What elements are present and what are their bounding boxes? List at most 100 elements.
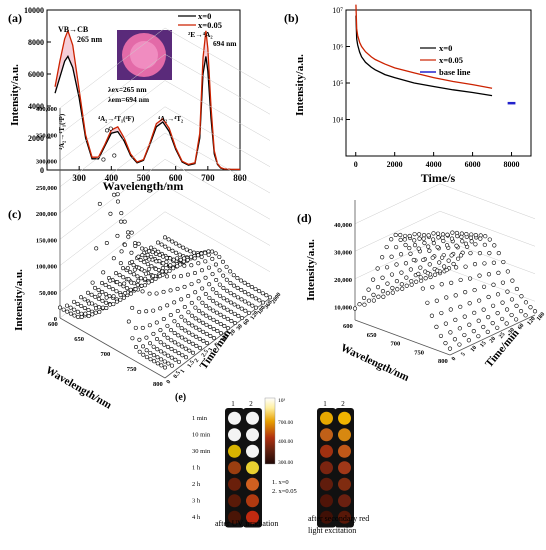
panel-a: (a) Intensity/a.u. Wavelength/nm 300 400 5…	[8, 6, 247, 193]
red-cell-x005	[338, 494, 351, 508]
panel-c-point	[72, 313, 77, 318]
panel-c-point	[108, 211, 113, 216]
panel-d-point	[504, 321, 509, 326]
col-header-red-2: 2	[341, 400, 345, 408]
panel-d-point	[432, 272, 438, 277]
panel-c-point	[194, 343, 199, 348]
panel-d-point	[421, 236, 426, 241]
panel-c-point	[204, 313, 209, 318]
panel-c-point	[57, 305, 62, 310]
panel-d-point	[385, 281, 390, 286]
panel-d-point	[417, 232, 422, 237]
panel-c-point	[180, 353, 185, 358]
legend-label-b-x0: x=0	[439, 43, 452, 53]
panel-d-point	[384, 244, 389, 250]
panel-c-point	[159, 363, 164, 368]
panel-c-point	[148, 357, 153, 362]
panel-c-xtick-label: 800	[153, 381, 163, 388]
panel-c-point	[118, 293, 123, 298]
panel-c-point	[210, 249, 215, 254]
red-cell-x0	[320, 494, 333, 508]
panel-d-point	[532, 309, 538, 314]
panel-c-axis	[164, 297, 271, 379]
red-cell-x0	[320, 477, 333, 491]
panel-c-point	[264, 293, 269, 298]
panel-c-point	[179, 314, 184, 319]
panel-d-xtick-label: 600	[343, 323, 353, 330]
red-cell-x0	[320, 428, 333, 442]
panel-d-point	[481, 307, 486, 312]
panel-d-gridline	[439, 183, 536, 219]
panel-c-point	[211, 298, 216, 303]
panel-d-point	[485, 329, 490, 335]
panel-d-point	[500, 316, 505, 322]
panel-a-ytick-label: 8000	[28, 38, 44, 47]
panel-c-point	[158, 349, 163, 354]
panel-d-point	[403, 233, 408, 239]
panel-c-point	[128, 291, 133, 296]
panel-c-ztick-label: 0.5	[173, 370, 182, 380]
panel-d-point	[463, 264, 468, 269]
panel-c-point	[188, 249, 193, 254]
panel-c-point	[79, 311, 84, 316]
panel-d-point	[490, 303, 496, 308]
panel-c-point	[253, 287, 258, 292]
panel-c-point	[86, 301, 91, 306]
panel-c-point	[144, 309, 149, 314]
panel-c-point	[119, 249, 124, 254]
panel-c-point	[232, 293, 237, 298]
panel-c-point	[168, 256, 173, 261]
panel-b-ytick-label: 10⁵	[332, 79, 343, 88]
panel-c-point	[126, 234, 131, 239]
panel-d-point	[514, 317, 519, 322]
panel-c-point	[246, 292, 251, 297]
panel-c-point	[267, 295, 272, 300]
panel-c-point	[115, 199, 120, 204]
scale-label-max: 10³	[278, 398, 286, 404]
panel-c-point	[94, 246, 99, 251]
panel-c-point	[103, 283, 108, 288]
panel-c-point	[162, 351, 167, 356]
panel-c-point	[151, 308, 156, 313]
panel-c-point	[211, 308, 216, 313]
panel-d-point	[457, 326, 462, 331]
note-x0: 1. x=0	[272, 479, 289, 486]
panel-d-point	[416, 271, 421, 276]
panel-e-row-label: 1 h	[192, 465, 201, 472]
panel-c-point	[232, 302, 237, 307]
panel-d-point	[460, 239, 465, 244]
panel-c-point	[136, 241, 141, 246]
panel-b-label: (b)	[284, 11, 299, 25]
panel-d-point	[381, 294, 386, 299]
panel-d-point	[457, 342, 462, 347]
panel-c-point	[125, 286, 130, 291]
panel-c-point	[204, 322, 209, 327]
panel-c-point	[239, 306, 244, 311]
panel-c-gridline	[164, 27, 271, 89]
panel-c-point	[192, 270, 197, 275]
panel-b-ytick-label: 10⁴	[332, 116, 343, 125]
panel-c-gridline	[164, 106, 271, 167]
panel-c-ztick-label: 60	[243, 318, 251, 326]
panel-a-xtick-label: 400	[105, 173, 119, 183]
panel-d-point	[429, 313, 435, 318]
panel-d-point	[509, 312, 514, 318]
panel-c-point	[221, 296, 226, 301]
panel-d-point	[476, 318, 481, 323]
panel-c-gridline	[59, 132, 166, 214]
panel-c-point	[232, 311, 237, 316]
panel-e-row-label: 1 min	[192, 415, 208, 422]
panel-c-point	[93, 310, 98, 315]
panel-c-point	[86, 290, 91, 295]
panel-c-point	[151, 353, 156, 358]
panel-c-point	[103, 292, 108, 297]
panel-d-point	[426, 233, 431, 238]
uv-cell-x0	[228, 510, 241, 524]
panel-e: (e) 1 2 1 2 1 min 10 min 30 min 1 h 2 h 3 h 4 …	[175, 392, 369, 535]
panel-c-point	[225, 298, 230, 303]
panel-c-point	[141, 344, 146, 349]
panel-d-point	[436, 235, 441, 240]
panel-c-point	[169, 355, 174, 360]
panel-d-point	[395, 287, 400, 292]
panel-d-point	[495, 310, 500, 316]
